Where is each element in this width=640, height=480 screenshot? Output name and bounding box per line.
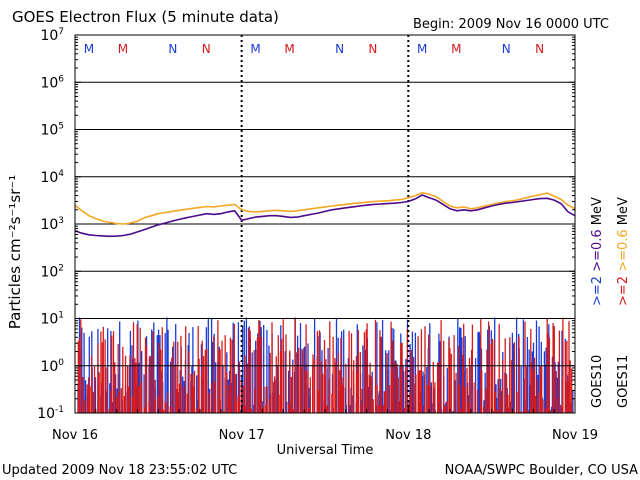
legend-goes11-06mev: >=0.6	[616, 229, 631, 276]
y-tick-base: 10	[40, 75, 58, 91]
y-tick-exponent: 2	[58, 263, 64, 273]
y-tick-label: 105	[40, 122, 64, 139]
y-tick-base: 10	[37, 406, 55, 422]
y-tick-label: 102	[40, 263, 64, 280]
marker-m: M	[118, 42, 128, 56]
y-tick-label: 103	[40, 216, 64, 233]
legend-goes10-energies: >=2 >=0.6 MeV	[590, 197, 605, 306]
y-tick-label: 100	[40, 358, 64, 375]
y-tick-label: 106	[40, 74, 64, 91]
legend-goes11-energies: >=2 >=0.6 MeV	[616, 197, 631, 306]
marker-n: N	[335, 42, 344, 56]
y-tick-label: 107	[40, 27, 64, 44]
legend-mev-unit: MeV	[616, 197, 631, 229]
series-goes11-0-6-mev	[74, 191, 576, 225]
marker-m: M	[284, 42, 294, 56]
x-axis-ticks: Nov 16 Nov 17 Nov 18 Nov 19	[52, 405, 598, 443]
y-tick-label: 101	[40, 311, 64, 328]
y-tick-base: 10	[40, 123, 58, 139]
marker-n: N	[202, 42, 211, 56]
y-tick-exponent: 0	[58, 358, 64, 368]
y-tick-label: 10-1	[37, 405, 64, 422]
y-tick-base: 10	[40, 217, 58, 233]
legend-goes10-label: GOES10	[590, 355, 605, 408]
y-tick-base: 10	[40, 28, 58, 44]
y-tick-exponent: 7	[58, 27, 64, 37]
marker-m: M	[250, 42, 260, 56]
marker-n: N	[168, 42, 177, 56]
day-boundary-ticks	[240, 35, 410, 413]
x-tick-label: Nov 17	[219, 428, 265, 443]
y-tick-exponent: 5	[58, 122, 64, 132]
marker-n: N	[368, 42, 377, 56]
gridlines	[75, 81, 575, 367]
marker-n: N	[502, 42, 511, 56]
y-tick-exponent: 4	[58, 169, 64, 179]
data-source: NOAA/SWPC Boulder, CO USA	[445, 463, 638, 478]
updated-timestamp: Updated 2009 Nov 18 23:55:02 UTC	[2, 463, 237, 478]
marker-n: N	[535, 42, 544, 56]
legend-goes10-2mev: >=2	[590, 276, 605, 306]
series-goes11-2-mev	[74, 194, 576, 238]
y-tick-exponent: 3	[58, 216, 64, 226]
marker-m: M	[84, 42, 94, 56]
legend-goes11-2mev: >=2	[616, 276, 631, 306]
y-tick-exponent: -1	[55, 405, 64, 415]
y-axis-label: Particles cm⁻²s⁻¹sr⁻¹	[6, 175, 24, 329]
x-tick-label: Nov 19	[552, 428, 598, 443]
y-tick-base: 10	[40, 170, 58, 186]
series-lines	[74, 191, 576, 238]
legend-goes10-06mev: >=0.6	[590, 229, 605, 276]
y-tick-exponent: 1	[58, 311, 64, 321]
goes10-goes11-2mev-panel	[77, 317, 574, 413]
legend-goes11-label: GOES11	[616, 355, 631, 408]
begin-label: Begin: 2009 Nov 16 0000 UTC	[413, 17, 609, 32]
chart-title: GOES Electron Flux (5 minute data)	[12, 8, 279, 26]
y-tick-base: 10	[40, 359, 58, 375]
x-tick-label: Nov 16	[52, 428, 98, 443]
y-tick-base: 10	[40, 264, 58, 280]
x-tick-label: Nov 18	[385, 428, 431, 443]
legend-mev-unit: MeV	[590, 197, 605, 229]
y-tick-exponent: 6	[58, 74, 64, 84]
y-tick-base: 10	[40, 312, 58, 328]
marker-m: M	[451, 42, 461, 56]
y-tick-label: 104	[40, 169, 64, 186]
marker-m: M	[417, 42, 427, 56]
x-axis-label: Universal Time	[277, 443, 374, 458]
